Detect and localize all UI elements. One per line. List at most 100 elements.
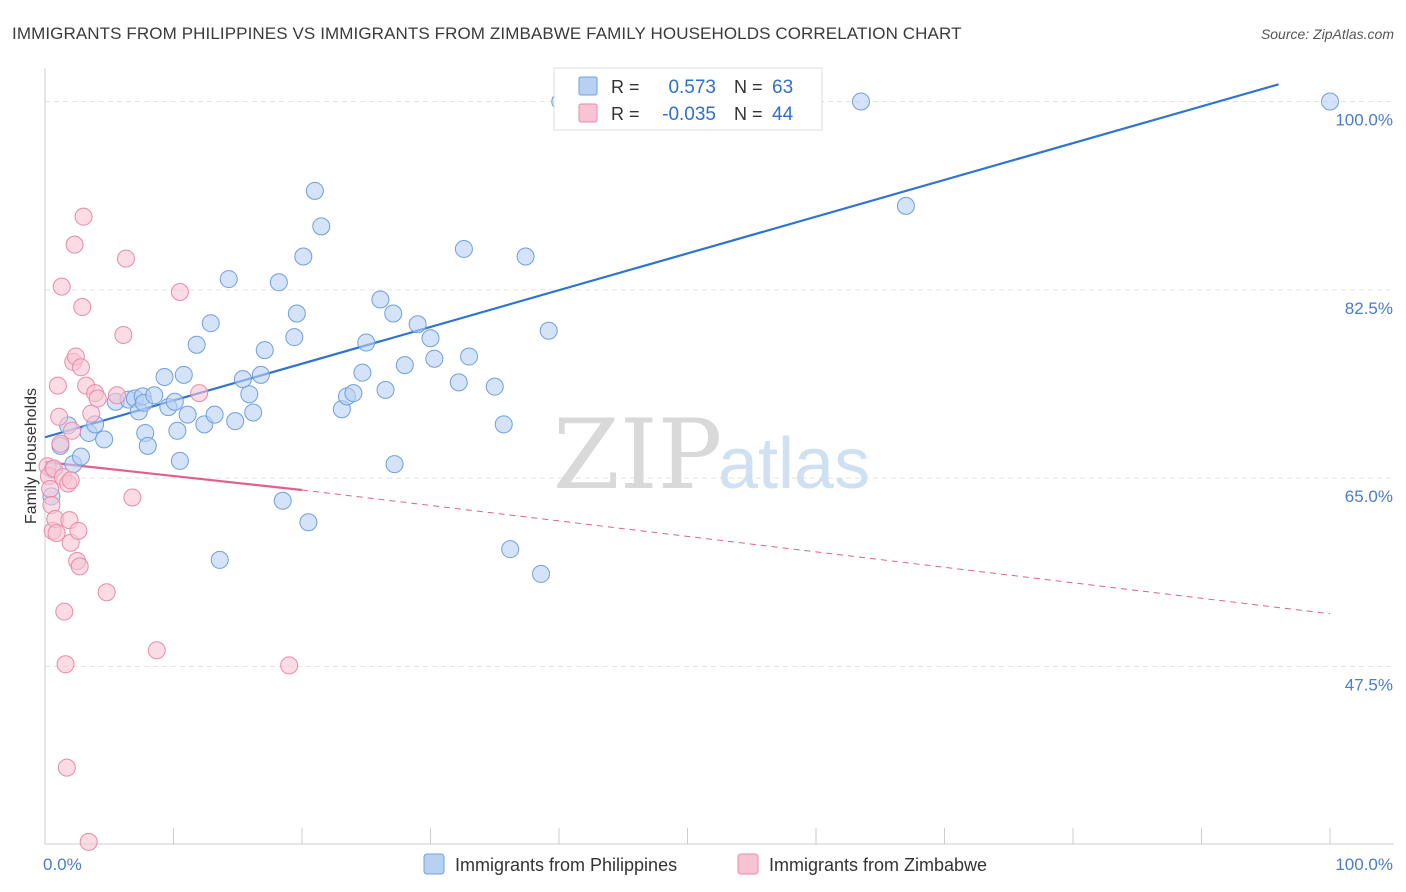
stats-swatch-philippines — [578, 76, 598, 96]
point-philippines — [501, 540, 520, 559]
point-philippines — [1321, 92, 1339, 111]
point-zimbabwe — [190, 384, 209, 403]
point-philippines — [233, 370, 252, 389]
point-philippines — [425, 349, 444, 368]
point-zimbabwe — [48, 376, 67, 395]
point-philippines — [516, 247, 535, 266]
y-tick-label: 65.0% — [1345, 487, 1393, 506]
point-philippines — [344, 384, 363, 403]
point-zimbabwe — [74, 207, 93, 226]
point-zimbabwe — [41, 479, 60, 498]
point-philippines — [395, 356, 414, 375]
trend-line-zimbabwe — [44, 460, 303, 492]
point-philippines — [244, 403, 263, 422]
point-philippines — [376, 380, 395, 399]
point-zimbabwe — [52, 277, 71, 296]
point-zimbabwe — [61, 471, 80, 490]
point-philippines — [145, 386, 164, 405]
legend: Immigrants from Philippines Immigrants f… — [423, 853, 987, 875]
point-zimbabwe — [65, 235, 84, 254]
point-philippines — [201, 314, 220, 333]
point-philippines — [170, 451, 189, 470]
watermark: ZIP atlas — [553, 399, 870, 511]
point-zimbabwe — [82, 404, 101, 423]
point-philippines — [485, 377, 504, 396]
stats-swatch-zimbabwe — [578, 103, 598, 123]
point-philippines — [851, 92, 870, 111]
chart-title: IMMIGRANTS FROM PHILIPPINES VS IMMIGRANT… — [12, 24, 962, 43]
axes — [44, 68, 1394, 845]
point-zimbabwe — [280, 656, 299, 675]
point-zimbabwe — [47, 524, 66, 543]
point-zimbabwe — [55, 602, 74, 621]
point-philippines — [460, 347, 479, 366]
point-philippines — [384, 304, 403, 323]
point-philippines — [95, 430, 114, 449]
point-philippines — [219, 270, 238, 289]
stats-n-value-philippines: 63 — [772, 77, 793, 98]
point-philippines — [138, 436, 157, 455]
point-philippines — [251, 365, 270, 384]
stats-box-frame — [553, 67, 823, 131]
y-tick-label: 47.5% — [1345, 675, 1393, 694]
stats-r-label-philippines: R = — [611, 77, 640, 97]
stats-n-value-zimbabwe: 44 — [772, 104, 794, 125]
point-zimbabwe — [62, 421, 81, 440]
point-philippines — [385, 455, 404, 474]
point-philippines — [165, 392, 184, 411]
point-philippines — [285, 328, 304, 347]
point-philippines — [287, 304, 306, 323]
point-zimbabwe — [56, 655, 75, 674]
point-philippines — [294, 247, 313, 266]
legend-label-philippines: Immigrants from Philippines — [455, 855, 677, 875]
point-philippines — [273, 491, 292, 510]
point-zimbabwe — [97, 583, 116, 602]
legend-swatch-zimbabwe — [737, 853, 759, 875]
point-philippines — [187, 335, 206, 354]
trend-lines — [44, 83, 1331, 615]
point-philippines — [357, 333, 376, 352]
point-philippines — [174, 365, 193, 384]
stats-n-label-philippines: N = — [734, 77, 763, 97]
point-philippines — [532, 564, 551, 583]
point-zimbabwe — [114, 326, 133, 345]
point-philippines — [155, 367, 174, 386]
point-philippines — [371, 290, 390, 309]
tick-labels: 47.5% 65.0% 82.5% 100.0% 0.0% 100.0% — [43, 111, 1393, 874]
x-tick-label: 100.0% — [1335, 855, 1393, 874]
stats-box: R = 0.573 N = 63 R = -0.035 N = 44 — [553, 67, 823, 131]
source-credit: Source: ZipAtlas.com — [1261, 26, 1394, 42]
y-tick-label: 82.5% — [1345, 299, 1393, 318]
stats-r-value-philippines: 0.573 — [668, 77, 716, 98]
trend-line-extension-zimbabwe — [301, 489, 1331, 615]
point-philippines — [305, 181, 324, 200]
point-zimbabwe — [71, 358, 90, 377]
point-philippines — [71, 447, 90, 466]
point-philippines — [240, 385, 259, 404]
legend-swatch-philippines — [423, 853, 445, 875]
point-zimbabwe — [73, 298, 92, 317]
trend-line-philippines — [44, 83, 1279, 439]
point-philippines — [353, 363, 372, 382]
point-zimbabwe — [107, 386, 126, 405]
point-philippines — [312, 217, 331, 236]
point-philippines — [255, 341, 274, 360]
y-axis-title: Family Households — [23, 388, 40, 524]
point-zimbabwe — [88, 389, 107, 408]
point-philippines — [178, 405, 197, 424]
watermark-atlas: atlas — [718, 424, 870, 504]
point-philippines — [449, 373, 468, 392]
point-philippines — [168, 421, 187, 440]
legend-label-zimbabwe: Immigrants from Zimbabwe — [769, 855, 987, 875]
data-points — [38, 92, 1339, 851]
point-philippines — [408, 315, 427, 334]
point-philippines — [210, 550, 229, 569]
watermark-zip: ZIP — [553, 399, 722, 511]
y-tick-label: 100.0% — [1335, 111, 1393, 130]
point-philippines — [205, 405, 224, 424]
point-zimbabwe — [70, 557, 89, 576]
point-philippines — [454, 239, 473, 258]
point-philippines — [421, 329, 440, 348]
stats-r-label-zimbabwe: R = — [611, 104, 640, 124]
